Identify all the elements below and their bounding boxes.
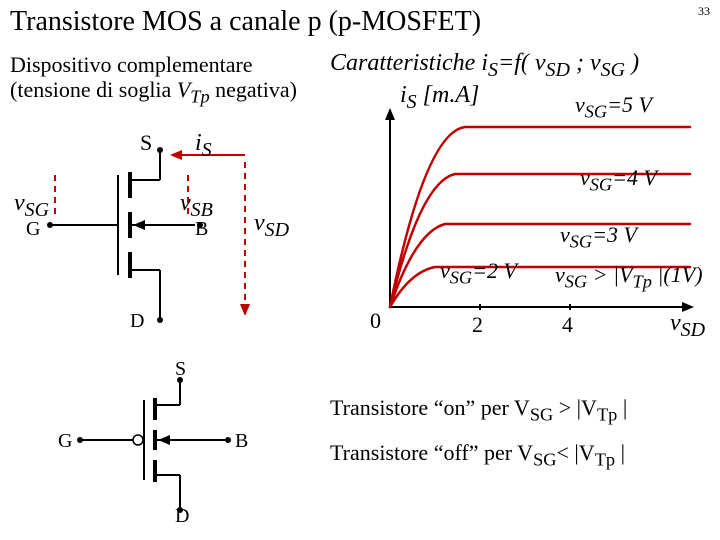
on-condition: Transistore “on” per VSG > |VTp | bbox=[330, 395, 627, 425]
sym1-iS: iS bbox=[195, 130, 212, 162]
sym2-B: B bbox=[235, 430, 248, 453]
off-condition: Transistore “off” per VSG< |VTp | bbox=[330, 440, 625, 470]
sym2-G: G bbox=[58, 430, 72, 453]
x-axis-label: vSD bbox=[670, 310, 705, 342]
characteristics-heading: Caratteristiche iS=f( vSD ; vSG ) bbox=[330, 50, 639, 82]
subtitle-line-1: Dispositivo complementare bbox=[10, 52, 297, 77]
page-title: Transistore MOS a canale p (p-MOSFET) bbox=[10, 6, 481, 38]
sym2-D: D bbox=[175, 505, 189, 528]
sym1-G: G bbox=[26, 218, 40, 241]
subtitle: Dispositivo complementare (tensione di s… bbox=[10, 52, 297, 108]
x-tick-2: 2 bbox=[472, 312, 483, 338]
sym1-D: D bbox=[130, 310, 144, 333]
origin-label: 0 bbox=[370, 308, 381, 334]
threshold-note: vSG > |VTp |(1V) bbox=[555, 262, 703, 292]
curve-label-3: vSG=3 V bbox=[560, 222, 637, 252]
sym1-B: B bbox=[195, 218, 208, 241]
sym1-vSD: vSD bbox=[254, 210, 289, 242]
sym2-S: S bbox=[175, 358, 186, 381]
curve-label-4: vSG=4 V bbox=[580, 165, 657, 195]
subtitle-line-2: (tensione di soglia VTp negativa) bbox=[10, 77, 297, 107]
y-axis-label: iS [m.A] bbox=[400, 82, 479, 114]
x-tick-4: 4 bbox=[562, 312, 573, 338]
sym1-S: S bbox=[140, 130, 152, 156]
curve-label-2: vSG=2 V bbox=[440, 258, 517, 288]
page-number: 33 bbox=[698, 4, 710, 19]
